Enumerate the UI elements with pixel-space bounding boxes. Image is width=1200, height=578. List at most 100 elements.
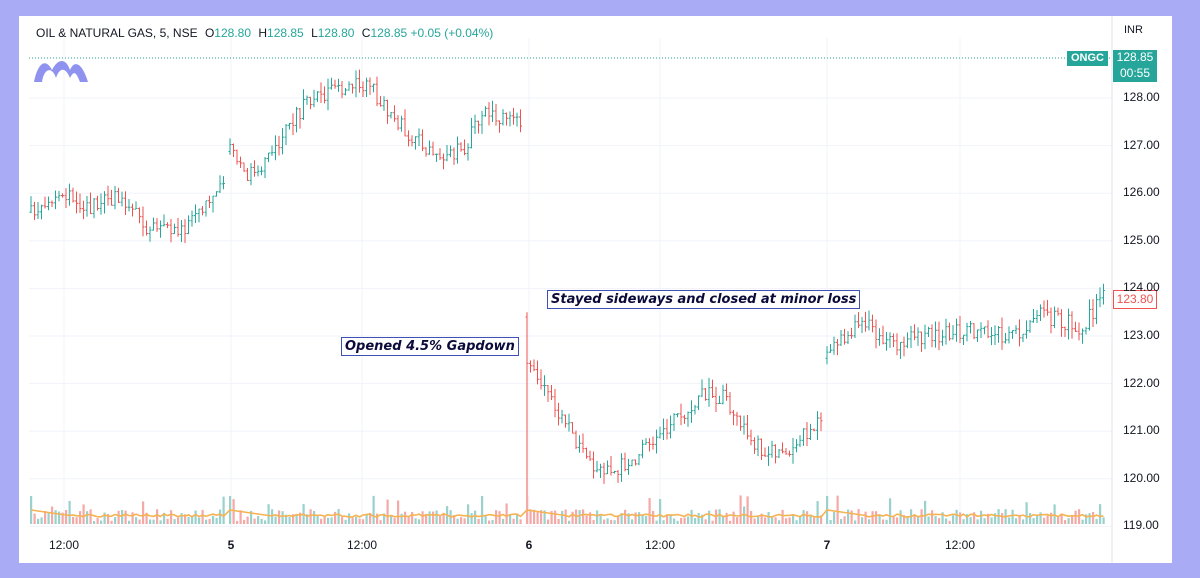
volume-bar	[934, 516, 937, 524]
volume-bar	[610, 519, 613, 524]
volume-bar	[857, 509, 860, 524]
volume-bar	[142, 501, 145, 524]
volume-bar	[509, 514, 512, 524]
volume-bar	[135, 517, 138, 524]
volume-bar	[533, 509, 536, 524]
current-price: 128.85	[1116, 50, 1154, 64]
y-tick-label: 122.00	[1123, 375, 1160, 390]
volume-bar	[666, 514, 669, 524]
volume-bar	[746, 496, 749, 524]
volume-bar	[843, 516, 846, 524]
volume-bar	[166, 518, 169, 524]
volume-bar	[603, 519, 606, 524]
volume-bar	[1074, 510, 1077, 524]
current-price-tag: 128.85 00:55	[1113, 50, 1157, 82]
volume-bar	[498, 511, 501, 524]
volume-bar	[79, 511, 82, 524]
x-tick-label: 12:00	[644, 538, 676, 552]
volume-bar	[917, 515, 920, 524]
volume-bar	[806, 511, 809, 524]
volume-bar	[428, 511, 431, 524]
chart-header: OIL & NATURAL GAS, 5, NSE O128.80 H128.8…	[36, 26, 493, 40]
volume-bar	[96, 518, 99, 524]
volume-bar	[795, 520, 798, 524]
volume-bar	[753, 518, 756, 524]
volume-bar	[788, 517, 791, 524]
volume-bar	[1025, 502, 1028, 524]
volume-bar	[638, 512, 641, 524]
volume-bar	[1095, 519, 1098, 524]
volume-bar	[1001, 513, 1004, 524]
volume-bar	[330, 517, 333, 524]
volume-bar	[44, 510, 47, 524]
volume-bar	[959, 512, 962, 524]
volume-bar	[288, 517, 291, 524]
volume-bar	[850, 510, 853, 524]
volume-bar	[425, 513, 428, 524]
volume-bar	[138, 519, 141, 524]
x-tick-label: 12:00	[48, 538, 80, 552]
high-label: H	[258, 26, 268, 40]
volume-bar	[561, 510, 564, 524]
volume-bar	[484, 515, 487, 524]
volume-bar	[816, 501, 819, 524]
volume-bar	[432, 511, 435, 524]
volume-bar	[547, 519, 550, 524]
volume-bar	[383, 513, 386, 524]
annotation-gapdown[interactable]: Opened 4.5% Gapdown	[341, 337, 519, 356]
volume-bar	[435, 510, 438, 524]
annotation-sideways[interactable]: Stayed sideways and closed at minor loss	[547, 290, 861, 309]
volume-bar	[1067, 518, 1070, 524]
volume-bar	[37, 518, 40, 524]
volume-bar	[757, 516, 760, 524]
volume-bar	[292, 514, 295, 524]
volume-bar	[1008, 517, 1011, 524]
volume-bar	[159, 520, 162, 524]
y-tick-label: 125.00	[1123, 232, 1160, 247]
volume-bar	[966, 514, 969, 524]
volume-bar	[369, 512, 372, 524]
volume-bar	[778, 520, 781, 524]
volume-bar	[107, 513, 110, 524]
volume-bar	[564, 509, 567, 524]
volume-bar	[163, 512, 166, 524]
volume-bar	[442, 512, 445, 524]
volume-bar	[896, 517, 899, 524]
volume-bar	[987, 513, 990, 524]
bar-countdown: 00:55	[1119, 66, 1151, 80]
volume-bar	[187, 516, 190, 524]
volume-bar	[439, 516, 442, 524]
volume-bar	[327, 517, 330, 524]
volume-bar	[536, 511, 539, 524]
price-chart[interactable]	[19, 16, 1172, 563]
volume-bar	[694, 518, 697, 524]
volume-bar	[152, 519, 155, 524]
volume-bar	[170, 510, 173, 524]
x-tick-label: 12:00	[346, 538, 378, 552]
volume-bar	[885, 519, 888, 524]
volume-bar	[802, 510, 805, 524]
volume-bar	[232, 499, 235, 524]
volume-bar	[585, 515, 588, 524]
volume-bar	[89, 509, 92, 524]
change-value: +0.05 (+0.04%)	[410, 26, 494, 40]
volume-bar	[362, 519, 365, 524]
volume-bar	[540, 510, 543, 524]
volume-bar	[861, 517, 864, 524]
volume-bar	[505, 503, 508, 524]
y-tick-label: 124.00	[1123, 280, 1160, 295]
volume-bar	[868, 519, 871, 524]
volume-bar	[889, 498, 892, 524]
volume-bar	[348, 513, 351, 524]
volume-bar	[58, 511, 61, 524]
last-price-marker: 123.80	[1113, 290, 1157, 309]
volume-bar	[82, 504, 85, 524]
volume-bar	[379, 520, 382, 524]
volume-bar	[40, 517, 43, 524]
volume-bar	[418, 519, 421, 524]
volume-bar	[652, 510, 655, 524]
volume-bar	[617, 515, 620, 524]
volume-bar	[257, 516, 260, 524]
volume-bar	[743, 506, 746, 524]
low-value: 128.80	[317, 26, 355, 40]
